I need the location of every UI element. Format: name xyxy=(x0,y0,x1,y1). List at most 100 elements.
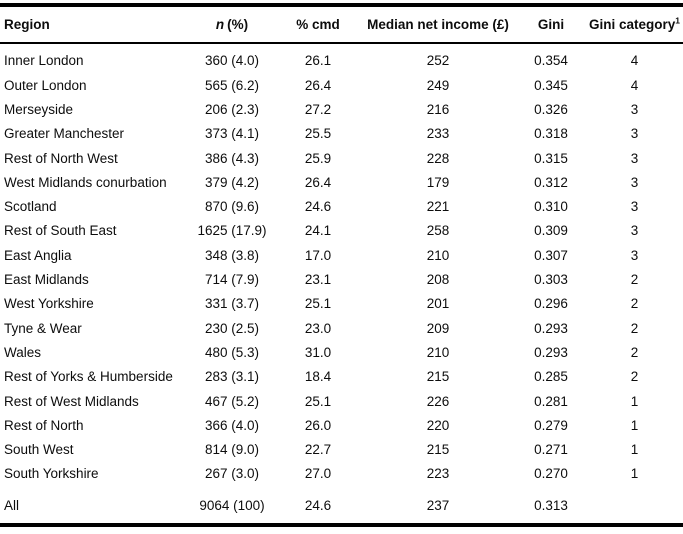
median-net-income-cell: 226 xyxy=(426,393,450,409)
header-divider-rule xyxy=(0,42,683,44)
table-total-row: All 9064 (100) 24.6 237 0.313 xyxy=(0,492,683,518)
gini-category-cell: 3 xyxy=(630,150,639,166)
table-row: Inner London 360 (4.0) 26.1 252 0.354 4 xyxy=(0,49,683,73)
table-row: Outer London 565 (6.2) 26.4 249 0.345 4 xyxy=(0,73,683,97)
gini-cell: 0.270 xyxy=(534,466,568,482)
n-pct-cell: 373 (4.1) xyxy=(204,126,260,142)
n-pct-cell: 386 (4.3) xyxy=(204,150,260,166)
gini-category-cell: 3 xyxy=(630,199,639,215)
pct-cmd-cell: 17.0 xyxy=(304,247,332,263)
gini-category-cell: 3 xyxy=(630,174,639,190)
table-row: East Anglia 348 (3.8) 17.0 210 0.307 3 xyxy=(0,243,683,267)
region-cell: Tyne & Wear xyxy=(4,320,82,336)
median-net-income-cell: 210 xyxy=(426,247,450,263)
region-cell: Rest of South East xyxy=(4,223,117,239)
median-net-income-cell: 258 xyxy=(426,223,450,239)
gini-category-cell: 3 xyxy=(630,223,639,239)
gini-cell: 0.293 xyxy=(534,320,568,336)
table-row: Greater Manchester 373 (4.1) 25.5 233 0.… xyxy=(0,122,683,146)
region-cell: South Yorkshire xyxy=(4,466,99,482)
n-pct-cell: 331 (3.7) xyxy=(204,296,260,312)
median-net-income-cell: 237 xyxy=(426,497,450,513)
pct-cmd-cell: 26.0 xyxy=(304,417,332,433)
region-cell: Merseyside xyxy=(4,101,74,117)
median-net-income-cell: 220 xyxy=(426,417,450,433)
table-row: Scotland 870 (9.6) 24.6 221 0.310 3 xyxy=(0,195,683,219)
n-pct-cell: 467 (5.2) xyxy=(204,393,260,409)
gini-category-cell: 2 xyxy=(630,296,639,312)
pct-cmd-cell: 25.1 xyxy=(304,296,332,312)
table-row: Merseyside 206 (2.3) 27.2 216 0.326 3 xyxy=(0,98,683,122)
pct-cmd-cell: 25.9 xyxy=(304,150,332,166)
gini-category-cell: 2 xyxy=(630,344,639,360)
gini-cell: 0.279 xyxy=(534,417,568,433)
gini-category-cell: 2 xyxy=(630,369,639,385)
region-cell: Wales xyxy=(4,344,42,360)
table-row: South Yorkshire 267 (3.0) 27.0 223 0.270… xyxy=(0,462,683,486)
table-top-rule xyxy=(0,3,683,7)
gini-category-cell: 1 xyxy=(630,442,639,458)
table-row: Rest of South East 1625 (17.9) 24.1 258 … xyxy=(0,219,683,243)
column-header-n-italic: n xyxy=(215,16,225,32)
pct-cmd-cell: 26.4 xyxy=(304,174,332,190)
pct-cmd-cell: 23.0 xyxy=(304,320,332,336)
table-row: West Midlands conurbation 379 (4.2) 26.4… xyxy=(0,170,683,194)
gini-cell: 0.310 xyxy=(534,199,568,215)
table-row: Rest of Yorks & Humberside 283 (3.1) 18.… xyxy=(0,365,683,389)
gini-cell: 0.285 xyxy=(534,369,568,385)
n-pct-cell: 870 (9.6) xyxy=(204,199,260,215)
gini-cell: 0.326 xyxy=(534,101,568,117)
n-pct-cell: 714 (7.9) xyxy=(204,272,260,288)
pct-cmd-cell: 24.6 xyxy=(304,199,332,215)
n-pct-cell: 283 (3.1) xyxy=(204,369,260,385)
table-row: Rest of West Midlands 467 (5.2) 25.1 226… xyxy=(0,389,683,413)
pct-cmd-cell: 26.1 xyxy=(304,53,332,69)
table-row: East Midlands 714 (7.9) 23.1 208 0.303 2 xyxy=(0,268,683,292)
region-cell: Rest of Yorks & Humberside xyxy=(4,369,173,385)
region-cell: East Midlands xyxy=(4,272,89,288)
median-net-income-cell: 179 xyxy=(426,174,450,190)
pct-cmd-cell: 24.1 xyxy=(304,223,332,239)
gini-cell: 0.271 xyxy=(534,442,568,458)
gini-cell: 0.293 xyxy=(534,344,568,360)
table-row: Rest of North West 386 (4.3) 25.9 228 0.… xyxy=(0,146,683,170)
table-row: Rest of North 366 (4.0) 26.0 220 0.279 1 xyxy=(0,413,683,437)
n-pct-cell: 379 (4.2) xyxy=(204,174,260,190)
gini-category-cell: 1 xyxy=(630,466,639,482)
gini-category-cell: 4 xyxy=(630,77,639,93)
table-header-row: Region n (%) % cmd Median net income (£) … xyxy=(0,7,683,42)
table-row: West Yorkshire 331 (3.7) 25.1 201 0.296 … xyxy=(0,292,683,316)
pct-cmd-cell: 25.1 xyxy=(304,393,332,409)
gini-cell: 0.354 xyxy=(534,53,568,69)
pct-cmd-cell: 23.1 xyxy=(304,272,332,288)
column-header-gini-category: Gini category1 xyxy=(586,16,683,32)
gini-cell: 0.303 xyxy=(534,272,568,288)
table-body: Inner London 360 (4.0) 26.1 252 0.354 4 … xyxy=(0,44,683,486)
median-net-income-cell: 221 xyxy=(426,199,450,215)
pct-cmd-cell: 31.0 xyxy=(304,344,332,360)
median-net-income-cell: 223 xyxy=(426,466,450,482)
gini-category-cell: 3 xyxy=(630,247,639,263)
column-header-pct-cmd: % cmd xyxy=(296,16,340,32)
region-cell: South West xyxy=(4,442,74,458)
region-cell: Greater Manchester xyxy=(4,126,125,142)
gini-cell: 0.345 xyxy=(534,77,568,93)
gini-category-cell: 2 xyxy=(630,320,639,336)
gini-category-cell: 1 xyxy=(630,393,639,409)
gini-category-cell: 1 xyxy=(630,417,639,433)
median-net-income-cell: 249 xyxy=(426,77,450,93)
n-pct-cell: 348 (3.8) xyxy=(204,247,260,263)
n-pct-cell: 360 (4.0) xyxy=(204,53,260,69)
region-cell: Inner London xyxy=(4,53,84,69)
table-row: South West 814 (9.0) 22.7 215 0.271 1 xyxy=(0,438,683,462)
region-cell: Rest of West Midlands xyxy=(4,393,139,409)
table-row: Wales 480 (5.3) 31.0 210 0.293 2 xyxy=(0,341,683,365)
median-net-income-cell: 215 xyxy=(426,442,450,458)
median-net-income-cell: 210 xyxy=(426,344,450,360)
gini-category-cell: 3 xyxy=(630,101,639,117)
region-cell: West Yorkshire xyxy=(4,296,94,312)
region-cell: West Midlands conurbation xyxy=(4,174,167,190)
column-header-n-pct: n (%) xyxy=(188,18,276,32)
median-net-income-cell: 252 xyxy=(426,53,450,69)
